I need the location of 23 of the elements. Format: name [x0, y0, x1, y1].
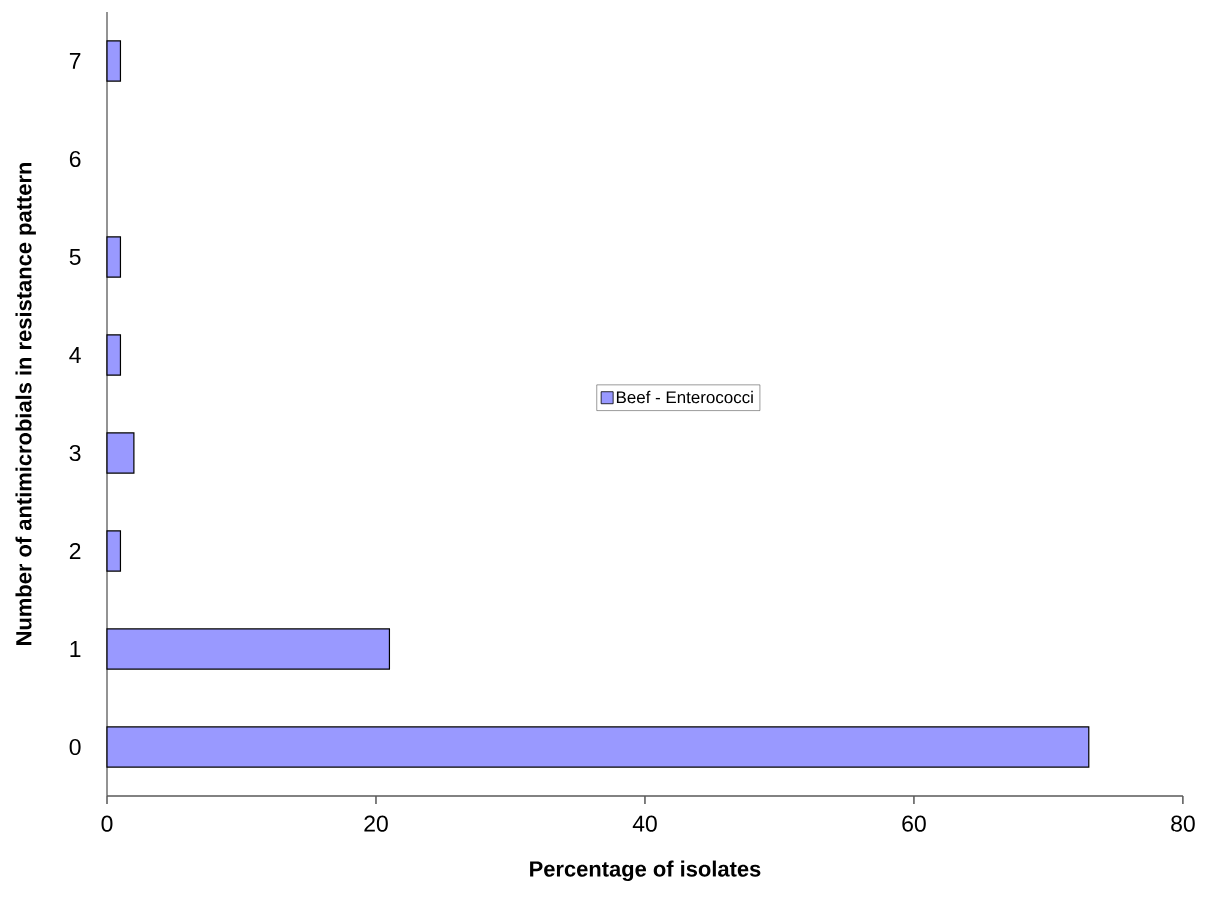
bar: [106, 236, 122, 278]
x-tick-label: 20: [364, 815, 388, 832]
y-tick-label: 6: [69, 150, 81, 168]
y-tick-label: 5: [69, 249, 81, 265]
legend-label: Beef - Enterococci: [616, 390, 753, 404]
x-tick-label: 0: [101, 815, 113, 832]
bar: [106, 726, 1090, 768]
y-axis-title: Number of antimicrobials in resistance pattern: [15, 163, 36, 645]
x-tick-label: 40: [632, 815, 657, 832]
x-tick-label: 60: [902, 815, 926, 832]
bar: [106, 40, 122, 82]
bar: [106, 628, 391, 670]
bar: [106, 432, 135, 474]
bar: [106, 334, 122, 376]
y-tick-label: 1: [70, 641, 81, 657]
y-tick-label: 0: [69, 738, 81, 756]
x-axis-title: Percentage of isolates: [530, 860, 761, 882]
y-tick-label: 2: [69, 543, 81, 559]
y-tick-label: 3: [69, 444, 81, 462]
bar: [106, 530, 122, 572]
y-tick-label: 4: [69, 347, 81, 363]
y-tick-label: 7: [69, 53, 81, 69]
x-tick-label: 80: [1171, 815, 1195, 832]
